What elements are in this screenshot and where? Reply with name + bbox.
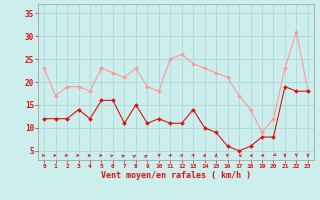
X-axis label: Vent moyen/en rafales ( km/h ): Vent moyen/en rafales ( km/h ) (101, 171, 251, 180)
